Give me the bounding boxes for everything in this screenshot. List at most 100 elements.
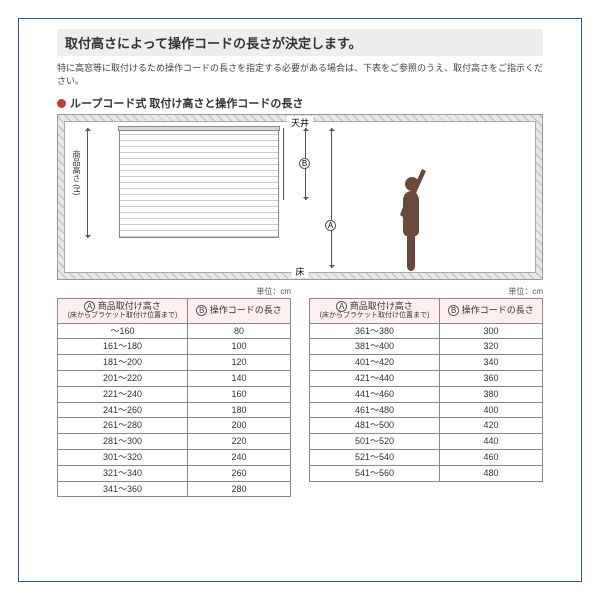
table-cell: 421～440: [310, 370, 440, 386]
table-cell: 241～260: [58, 402, 188, 418]
unit-label-left: 単位：cm: [57, 286, 291, 297]
table-left-wrap: 単位：cm A 商品取付け高さ (床からブラケット取付け位置まで) B 操作コー…: [57, 286, 291, 497]
diagram-room: 天井 床 商品高さ (H) B A: [64, 121, 536, 273]
th-a-sub: (床からブラケット取付け位置まで): [313, 312, 436, 320]
table-cell: 440: [439, 434, 542, 450]
blind-illustration: [119, 128, 279, 238]
th-b: B 操作コードの長さ: [439, 299, 542, 323]
bullet-icon: [57, 99, 66, 108]
th-a-marker: A: [336, 301, 347, 312]
marker-a: A: [325, 220, 336, 231]
table-cell: 460: [439, 449, 542, 465]
height-label: 商品高さ (H): [71, 150, 82, 195]
table-row: 401～420340: [310, 355, 543, 371]
th-b-main: 操作コードの長さ: [462, 305, 534, 315]
table-cell: 401～420: [310, 355, 440, 371]
table-row: 361～380300: [310, 323, 543, 339]
table-row: ～16080: [58, 323, 291, 339]
th-a: A 商品取付け高さ (床からブラケット取付け位置まで): [58, 299, 188, 323]
table-row: 261～280200: [58, 418, 291, 434]
table-cell: 280: [187, 481, 290, 497]
table-row: 181～200120: [58, 355, 291, 371]
unit-label-right: 単位：cm: [309, 286, 543, 297]
table-cell: 100: [187, 339, 290, 355]
cord-table-right: A 商品取付け高さ (床からブラケット取付け位置まで) B 操作コードの長さ 3…: [309, 298, 543, 481]
ceiling-label: 天井: [287, 116, 313, 129]
table-cell: 361～380: [310, 323, 440, 339]
table-row: 321～340260: [58, 465, 291, 481]
th-a: A 商品取付け高さ (床からブラケット取付け位置まで): [310, 299, 440, 323]
table-right-wrap: 単位：cm A 商品取付け高さ (床からブラケット取付け位置まで) B 操作コー…: [309, 286, 543, 497]
table-cell: 281～300: [58, 434, 188, 450]
table-cell: 300: [439, 323, 542, 339]
table-cell: 80: [187, 323, 290, 339]
table-cell: 261～280: [58, 418, 188, 434]
section-heading: ループコード式 取付け高さと操作コードの長さ: [57, 95, 543, 111]
table-cell: 400: [439, 402, 542, 418]
diagram-area: 天井 床 商品高さ (H) B A: [57, 114, 543, 280]
th-b: B 操作コードの長さ: [187, 299, 290, 323]
height-arrow: [87, 128, 88, 238]
table-cell: 541～560: [310, 465, 440, 481]
table-cell: 521～540: [310, 449, 440, 465]
table-cell: 140: [187, 370, 290, 386]
table-row: 541～560480: [310, 465, 543, 481]
table-cell: 320: [439, 339, 542, 355]
a-arrow: [331, 128, 332, 268]
table-cell: 260: [187, 465, 290, 481]
table-cell: 340: [439, 355, 542, 371]
table-row: 501～520440: [310, 434, 543, 450]
table-cell: 420: [439, 418, 542, 434]
person-icon: [385, 162, 435, 272]
table-cell: 220: [187, 434, 290, 450]
cord-table-left: A 商品取付け高さ (床からブラケット取付け位置まで) B 操作コードの長さ ～…: [57, 298, 291, 497]
th-b-main: 操作コードの長さ: [210, 305, 282, 315]
table-cell: 201～220: [58, 370, 188, 386]
marker-b: B: [299, 158, 310, 169]
floor-label: 床: [291, 265, 308, 278]
table-cell: 341～360: [58, 481, 188, 497]
tables-row: 単位：cm A 商品取付け高さ (床からブラケット取付け位置まで) B 操作コー…: [57, 286, 543, 497]
table-cell: 161～180: [58, 339, 188, 355]
table-cell: 221～240: [58, 386, 188, 402]
th-a-main: 商品取付け高さ: [350, 301, 413, 311]
table-cell: 461～480: [310, 402, 440, 418]
th-a-main: 商品取付け高さ: [98, 301, 161, 311]
table-row: 381～400320: [310, 339, 543, 355]
table-row: 481～500420: [310, 418, 543, 434]
table-row: 241～260180: [58, 402, 291, 418]
th-b-marker: B: [448, 305, 459, 316]
cord-line: [283, 128, 284, 200]
table-row: 161～180100: [58, 339, 291, 355]
table-cell: ～160: [58, 323, 188, 339]
table-cell: 441～460: [310, 386, 440, 402]
table-row: 461～480400: [310, 402, 543, 418]
table-cell: 240: [187, 449, 290, 465]
table-cell: 181～200: [58, 355, 188, 371]
table-row: 521～540460: [310, 449, 543, 465]
section-heading-text: ループコード式 取付け高さと操作コードの長さ: [70, 95, 303, 111]
table-row: 341～360280: [58, 481, 291, 497]
table-row: 441～460380: [310, 386, 543, 402]
table-row: 221～240160: [58, 386, 291, 402]
table-cell: 321～340: [58, 465, 188, 481]
table-cell: 480: [439, 465, 542, 481]
table-cell: 160: [187, 386, 290, 402]
table-cell: 180: [187, 402, 290, 418]
table-row: 421～440360: [310, 370, 543, 386]
table-row: 281～300220: [58, 434, 291, 450]
table-row: 301～320240: [58, 449, 291, 465]
table-cell: 501～520: [310, 434, 440, 450]
document-frame: 取付高さによって操作コードの長さが決定します。 特に高窓等に取付けるため操作コー…: [18, 18, 582, 582]
table-row: 201～220140: [58, 370, 291, 386]
blind-headrail: [118, 126, 280, 131]
th-b-marker: B: [196, 305, 207, 316]
table-cell: 200: [187, 418, 290, 434]
subtitle-text: 特に高窓等に取付けるため操作コードの長さを指定する必要がある場合は、下表をご参照…: [57, 62, 543, 87]
th-a-marker: A: [84, 301, 95, 312]
table-cell: 380: [439, 386, 542, 402]
table-cell: 381～400: [310, 339, 440, 355]
page-title: 取付高さによって操作コードの長さが決定します。: [57, 29, 543, 56]
table-cell: 481～500: [310, 418, 440, 434]
table-cell: 301～320: [58, 449, 188, 465]
